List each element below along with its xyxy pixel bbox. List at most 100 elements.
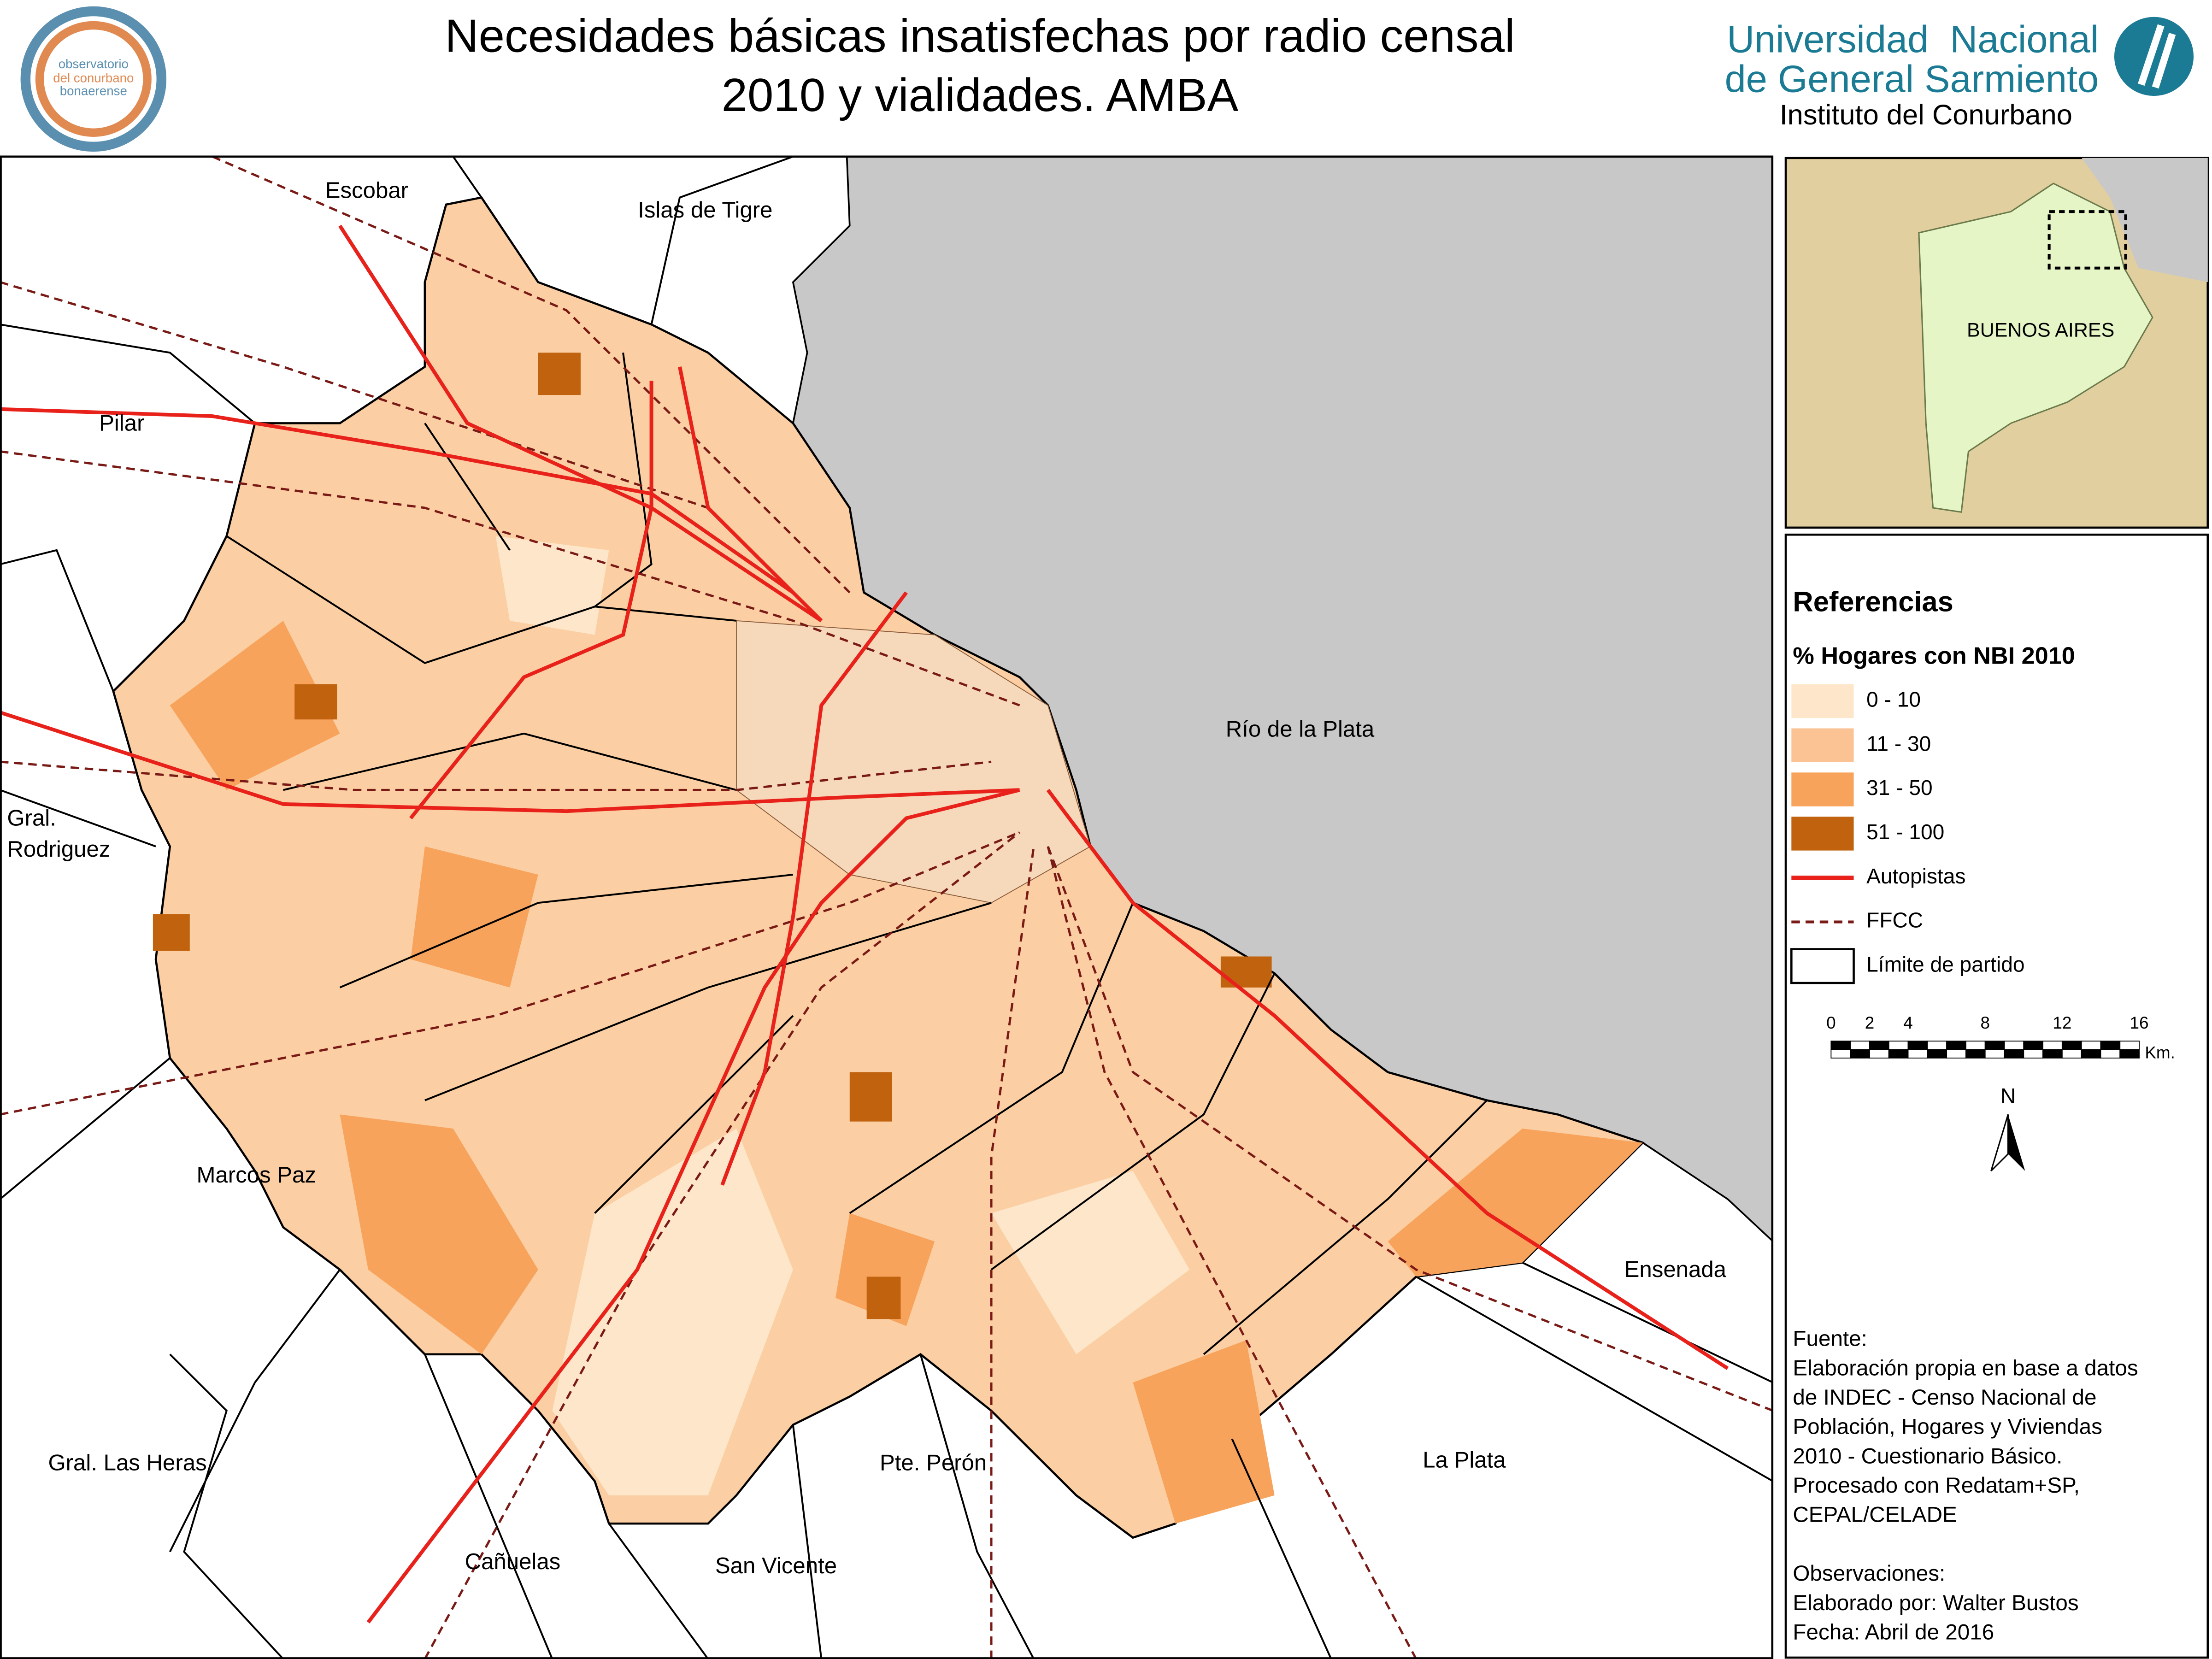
place-label: Rodriguez bbox=[7, 837, 110, 862]
scale-segment bbox=[1965, 1041, 1986, 1050]
railways bbox=[0, 156, 1773, 1659]
legend-label: 0 - 10 bbox=[1866, 688, 1921, 712]
legend-label: Autopistas bbox=[1866, 864, 1965, 888]
source-line: Fuente: bbox=[1793, 1327, 1867, 1351]
place-label: Islas de Tigre bbox=[638, 198, 772, 223]
scale-segment bbox=[2023, 1041, 2044, 1050]
logo-text: bonaerense bbox=[60, 83, 127, 98]
university-name: Universidad Nacional bbox=[1727, 18, 2099, 61]
legend-subtitle: % Hogares con NBI 2010 bbox=[1793, 642, 2075, 669]
scale-segment bbox=[1984, 1049, 2005, 1059]
source-line: Observaciones: bbox=[1793, 1561, 1945, 1586]
source-line: CEPAL/CELADE bbox=[1793, 1503, 1957, 1527]
scale-segment bbox=[2100, 1049, 2121, 1059]
source-line: Población, Hogares y Viviendas bbox=[1793, 1415, 2102, 1439]
scale-tick-label: 0 bbox=[1826, 1013, 1836, 1032]
source-line: Elaborado por: Walter Bustos bbox=[1793, 1591, 2078, 1615]
logo-text: observatorio bbox=[59, 57, 129, 71]
source-line: Fecha: Abril de 2016 bbox=[1793, 1620, 1994, 1645]
university-name: de General Sarmiento bbox=[1725, 58, 2099, 100]
inset-province bbox=[1918, 182, 2153, 513]
nbi-high bbox=[153, 353, 1272, 1319]
legend-label: 11 - 30 bbox=[1866, 731, 1931, 755]
logo-ring bbox=[20, 6, 167, 152]
place-label: Marcos Paz bbox=[196, 1163, 316, 1188]
source-line: Procesado con Redatam+SP, bbox=[1793, 1473, 2080, 1498]
scale-segment bbox=[1946, 1049, 1966, 1059]
scale-unit: Km. bbox=[2145, 1043, 2175, 1062]
place-label: Pte. Perón bbox=[880, 1451, 987, 1476]
scale-segment bbox=[1946, 1041, 1966, 1050]
scale-tick-label: 16 bbox=[2130, 1013, 2149, 1032]
place-label: San Vicente bbox=[715, 1553, 837, 1578]
north-label: N bbox=[2000, 1084, 2016, 1108]
nbi-patches bbox=[170, 620, 1643, 1524]
scale-segment bbox=[1888, 1049, 1909, 1059]
caba-area bbox=[736, 620, 1091, 904]
scale-segment bbox=[2042, 1049, 2063, 1059]
scale-segment bbox=[1984, 1041, 2005, 1050]
legend: Referencias % Hogares con NBI 2010 0 - 1… bbox=[1784, 533, 2209, 1659]
scale-segment bbox=[1907, 1049, 1928, 1059]
scale-segment bbox=[1927, 1041, 1947, 1050]
scale-segment bbox=[1850, 1049, 1870, 1059]
place-label: Escobar bbox=[325, 178, 408, 203]
legend-label: 51 - 100 bbox=[1866, 820, 1944, 844]
highways bbox=[0, 224, 1729, 1624]
scale-segment bbox=[1830, 1041, 1851, 1050]
scale-segment bbox=[1965, 1049, 1986, 1059]
institute-name: Instituto del Conurbano bbox=[1780, 99, 2072, 130]
scale-segment bbox=[2004, 1049, 2024, 1059]
source-line: de INDEC - Censo Nacional de bbox=[1793, 1385, 2096, 1410]
scale-segment bbox=[2061, 1041, 2082, 1050]
scale-segment bbox=[1869, 1049, 1889, 1059]
legend-swatch bbox=[1790, 948, 1855, 984]
title: Necesidades básicas insatisfechas por ra… bbox=[445, 10, 1515, 62]
legend-swatch bbox=[1791, 772, 1854, 806]
scale-segment bbox=[2119, 1041, 2140, 1050]
logo-ring bbox=[35, 21, 152, 137]
water-label: Río de la Plata bbox=[1226, 717, 1375, 742]
scale-segment bbox=[2061, 1049, 2082, 1059]
logo-text: del conurbano bbox=[53, 71, 134, 85]
source-line: 2010 - Cuestionario Básico. bbox=[1793, 1444, 2062, 1468]
scale-tick-label: 2 bbox=[1865, 1013, 1875, 1032]
scale-segment bbox=[2100, 1041, 2121, 1050]
scale-segment bbox=[1888, 1041, 1909, 1050]
place-label: Gral. bbox=[7, 806, 56, 831]
scale-segment bbox=[1869, 1041, 1889, 1050]
legend-label: Límite de partido bbox=[1866, 953, 2024, 977]
place-label: Gral. Las Heras bbox=[48, 1451, 206, 1476]
legend-swatch bbox=[1791, 684, 1854, 718]
scale-tick-label: 12 bbox=[2053, 1013, 2071, 1032]
north-arrow-half bbox=[1990, 1114, 2009, 1171]
inset-map: BUENOS AIRES bbox=[1784, 157, 2209, 529]
legend-title: Referencias bbox=[1793, 585, 1953, 617]
scale-segment bbox=[2004, 1041, 2024, 1050]
scale-segment bbox=[1927, 1049, 1947, 1059]
map: Escobar Islas de Tigre Pilar Gral. Rodri… bbox=[0, 155, 1774, 1659]
nbi-low bbox=[495, 536, 1190, 1495]
place-label: Ensenada bbox=[1624, 1257, 1727, 1282]
map-frame bbox=[0, 155, 1774, 1659]
legend-label: 31 - 50 bbox=[1866, 776, 1932, 800]
scale-segment bbox=[2042, 1041, 2063, 1050]
scale-segment bbox=[2081, 1049, 2101, 1059]
legend-frame bbox=[1784, 533, 2209, 1659]
legend-swatch bbox=[1791, 817, 1854, 851]
place-label: La Plata bbox=[1423, 1447, 1506, 1472]
scale-bar: 0 2 4 8 12 16 Km. bbox=[1826, 1013, 2175, 1062]
scale-segment bbox=[1830, 1049, 1851, 1059]
scale-tick-label: 8 bbox=[1980, 1013, 1990, 1032]
partido-limits bbox=[0, 156, 1773, 1659]
source-line: Elaboración propia en base a datos bbox=[1793, 1356, 2138, 1380]
place-label: Cañuelas bbox=[465, 1549, 561, 1574]
logo-left: observatorio del conurbano bonaerense bbox=[20, 6, 167, 152]
scale-segment bbox=[1907, 1041, 1928, 1050]
logo-right bbox=[2114, 17, 2194, 96]
inset-extent bbox=[2047, 210, 2127, 270]
source-notes: Fuente: Elaboración propia en base a dato… bbox=[1793, 1327, 2138, 1645]
title: 2010 y vialidades. AMBA bbox=[722, 69, 1239, 121]
